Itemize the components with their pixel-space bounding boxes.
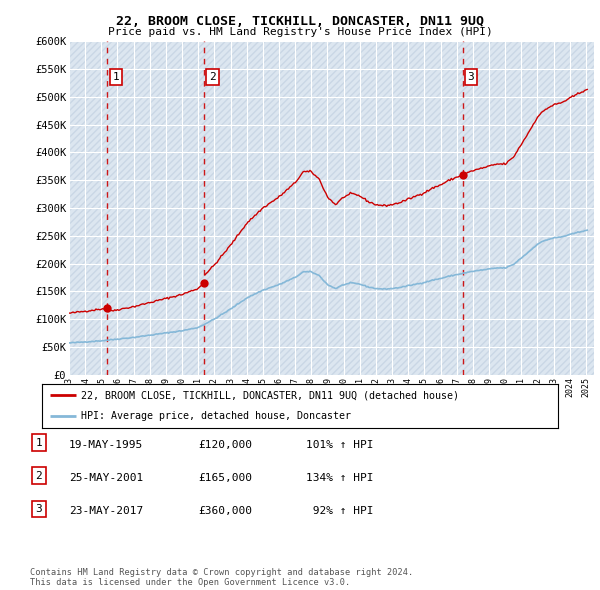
Text: 2: 2 [209, 72, 216, 82]
Text: 23-MAY-2017: 23-MAY-2017 [69, 506, 143, 516]
Text: 3: 3 [35, 504, 43, 514]
Text: £360,000: £360,000 [198, 506, 252, 516]
Text: 3: 3 [467, 72, 475, 82]
Text: 134% ↑ HPI: 134% ↑ HPI [306, 473, 373, 483]
Text: 1: 1 [112, 72, 119, 82]
Text: 22, BROOM CLOSE, TICKHILL, DONCASTER, DN11 9UQ: 22, BROOM CLOSE, TICKHILL, DONCASTER, DN… [116, 15, 484, 28]
Text: Contains HM Land Registry data © Crown copyright and database right 2024.
This d: Contains HM Land Registry data © Crown c… [30, 568, 413, 587]
Text: HPI: Average price, detached house, Doncaster: HPI: Average price, detached house, Donc… [80, 411, 350, 421]
Text: £165,000: £165,000 [198, 473, 252, 483]
Text: 1: 1 [35, 438, 43, 448]
Text: 2: 2 [35, 471, 43, 481]
Text: 19-MAY-1995: 19-MAY-1995 [69, 440, 143, 450]
Text: £120,000: £120,000 [198, 440, 252, 450]
Text: 22, BROOM CLOSE, TICKHILL, DONCASTER, DN11 9UQ (detached house): 22, BROOM CLOSE, TICKHILL, DONCASTER, DN… [80, 391, 459, 401]
Text: 101% ↑ HPI: 101% ↑ HPI [306, 440, 373, 450]
Text: Price paid vs. HM Land Registry's House Price Index (HPI): Price paid vs. HM Land Registry's House … [107, 27, 493, 37]
Text: 25-MAY-2001: 25-MAY-2001 [69, 473, 143, 483]
Text: 92% ↑ HPI: 92% ↑ HPI [306, 506, 373, 516]
